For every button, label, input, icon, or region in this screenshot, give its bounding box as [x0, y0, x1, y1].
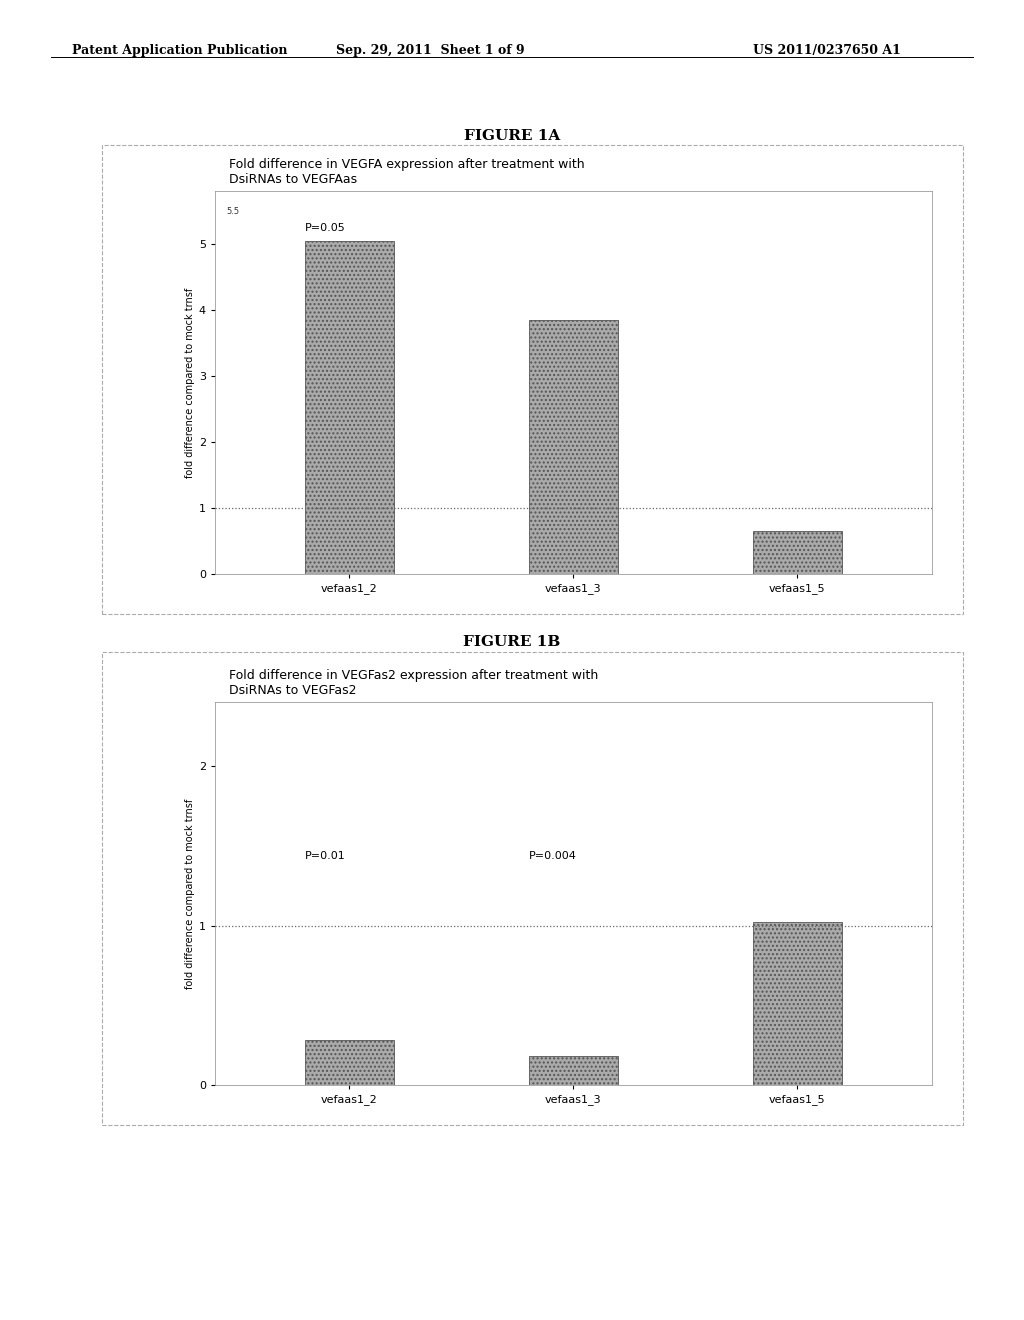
- Text: Fold difference in VEGFA expression after treatment with
DsiRNAs to VEGFAas: Fold difference in VEGFA expression afte…: [229, 158, 585, 186]
- Text: FIGURE 1B: FIGURE 1B: [463, 635, 561, 649]
- Bar: [304, 1040, 394, 1085]
- Text: Patent Application Publication: Patent Application Publication: [72, 44, 287, 57]
- Text: US 2011/0237650 A1: US 2011/0237650 A1: [754, 44, 901, 57]
- Text: P=0.05: P=0.05: [304, 223, 345, 234]
- Text: 5.5: 5.5: [226, 207, 240, 215]
- Bar: [304, 242, 394, 574]
- Bar: [528, 1056, 618, 1085]
- Y-axis label: fold difference compared to mock trnsf: fold difference compared to mock trnsf: [184, 799, 195, 989]
- Text: P=0.01: P=0.01: [304, 850, 345, 861]
- Text: Fold difference in VEGFas2 expression after treatment with
DsiRNAs to VEGFas2: Fold difference in VEGFas2 expression af…: [229, 669, 599, 697]
- Text: P=0.004: P=0.004: [528, 850, 577, 861]
- Bar: [753, 532, 842, 574]
- Bar: [528, 321, 618, 574]
- Text: Sep. 29, 2011  Sheet 1 of 9: Sep. 29, 2011 Sheet 1 of 9: [336, 44, 524, 57]
- Y-axis label: fold difference compared to mock trnsf: fold difference compared to mock trnsf: [184, 288, 195, 478]
- Text: FIGURE 1A: FIGURE 1A: [464, 128, 560, 143]
- Bar: [753, 923, 842, 1085]
